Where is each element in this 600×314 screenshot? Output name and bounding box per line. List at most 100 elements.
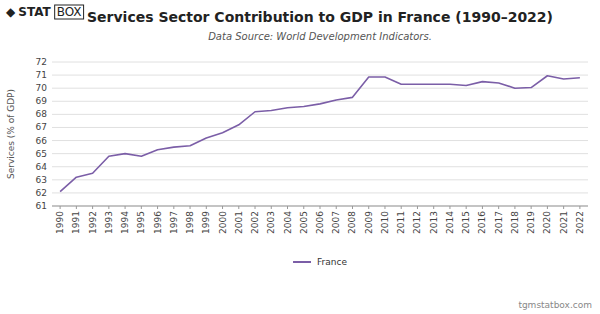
x-tick-label: 2008 (347, 211, 357, 234)
x-tick-label: 1994 (120, 211, 130, 234)
y-tick-label: 69 (36, 96, 48, 106)
y-tick-label: 63 (36, 175, 47, 185)
x-tick (384, 206, 385, 209)
grid-line (52, 114, 588, 115)
x-tick (336, 206, 337, 209)
x-tick (238, 206, 239, 209)
watermark: tgmstatbox.com (518, 300, 592, 310)
x-tick (271, 206, 272, 209)
x-tick (449, 206, 450, 209)
y-tick-label: 70 (36, 83, 48, 93)
x-tick (303, 206, 304, 209)
y-tick-label: 66 (36, 136, 48, 146)
grid (52, 62, 588, 206)
x-tick (579, 206, 580, 209)
x-tick (92, 206, 93, 209)
x-tick-label: 2004 (283, 211, 293, 234)
x-tick (157, 206, 158, 209)
x-tick (417, 206, 418, 209)
x-tick-label: 2021 (559, 211, 569, 234)
y-tick-label: 64 (36, 162, 48, 172)
y-tick-label: 71 (36, 70, 47, 80)
x-tick-label: 2007 (331, 211, 341, 234)
y-tick-label: 61 (36, 201, 47, 211)
x-tick (190, 206, 191, 209)
legend-label: France (317, 257, 347, 267)
x-tick-label: 2012 (412, 211, 422, 234)
x-tick (222, 206, 223, 209)
x-tick-label: 2016 (477, 211, 487, 234)
x-tick-label: 1992 (88, 211, 98, 234)
logo-box: BOX (57, 5, 82, 19)
grid-line (52, 101, 588, 102)
x-tick-label: 2000 (218, 211, 228, 234)
legend: France (293, 257, 347, 267)
x-tick (482, 206, 483, 209)
x-tick (433, 206, 434, 209)
grid-line (52, 153, 588, 154)
x-tick-label: 1995 (136, 211, 146, 234)
x-tick-label: 1998 (185, 211, 195, 234)
x-tick (401, 206, 402, 209)
y-tick-label: 62 (36, 188, 47, 198)
chart: ◆STAT BOX tgmstatbox.com Services Sector Co… (0, 0, 600, 314)
logo-box-frame (55, 5, 84, 19)
grid-line (52, 179, 588, 180)
x-tick (173, 206, 174, 209)
grid-line (52, 75, 588, 76)
legend-swatch (293, 261, 311, 263)
x-tick (287, 206, 288, 209)
x-tick-label: 2006 (315, 211, 325, 234)
x-tick-label: 2011 (396, 211, 406, 234)
x-tick-label: 1991 (71, 211, 81, 234)
x-tick-label: 2022 (575, 211, 585, 234)
x-tick (141, 206, 142, 209)
x-tick-label: 2019 (526, 211, 536, 234)
x-tick (514, 206, 515, 209)
x-tick-label: 2018 (510, 211, 520, 234)
x-tick (206, 206, 207, 209)
x-tick (498, 206, 499, 209)
x-tick (352, 206, 353, 209)
y-tick-label: 65 (36, 149, 47, 159)
x-tick-label: 1997 (169, 211, 179, 234)
grid-line (52, 127, 588, 128)
x-tick (60, 206, 61, 209)
logo: ◆STAT BOX (6, 5, 84, 19)
x-tick (320, 206, 321, 209)
y-tick-label: 68 (36, 109, 48, 119)
x-tick-label: 2009 (364, 211, 374, 234)
x-tick (125, 206, 126, 209)
x-tick-label: 2010 (380, 211, 390, 234)
grid-line (52, 88, 588, 89)
x-tick-label: 1990 (55, 211, 65, 234)
x-tick (255, 206, 256, 209)
grid-line (52, 166, 588, 167)
x-tick-label: 2017 (494, 211, 504, 234)
x-tick (76, 206, 77, 209)
x-tick-label: 2014 (445, 211, 455, 234)
x-tick-label: 2013 (429, 211, 439, 234)
logo-stat: STAT (18, 5, 51, 19)
x-tick-label: 2015 (461, 211, 471, 234)
x-tick-label: 2002 (250, 211, 260, 234)
x-tick-label: 2020 (542, 211, 552, 234)
x-tick (108, 206, 109, 209)
x-tick-label: 1999 (201, 211, 211, 234)
x-tick-label: 2003 (266, 211, 276, 234)
line (60, 76, 580, 192)
title: Services Sector Contribution to GDP in F… (87, 9, 553, 25)
subtitle: Data Source: World Development Indicator… (208, 31, 432, 42)
x-tick (368, 206, 369, 209)
grid-line (52, 140, 588, 141)
y-tick-label: 67 (36, 122, 47, 132)
grid-line (52, 192, 588, 193)
x-tick (466, 206, 467, 209)
y-axis-label: Services (% of GDP) (6, 89, 16, 179)
x-tick-label: 2005 (299, 211, 309, 234)
lines (60, 76, 580, 192)
grid-line (52, 62, 588, 63)
logo-diamond: ◆ (6, 5, 16, 19)
x-tick (531, 206, 532, 209)
x-tick-label: 1996 (153, 211, 163, 234)
